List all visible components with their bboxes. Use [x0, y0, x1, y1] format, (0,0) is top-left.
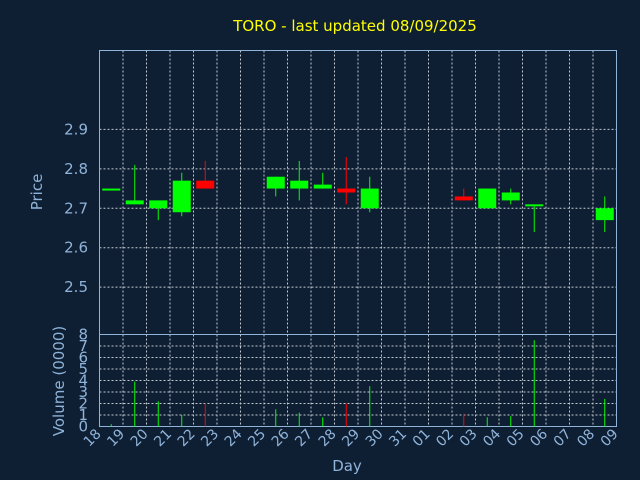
volume-tick-label: 5 [78, 360, 88, 378]
volume-tick-label: 8 [78, 326, 88, 344]
x-tick-label: 29 [339, 426, 363, 450]
volume-bars [110, 340, 606, 427]
x-tick-label: 23 [198, 426, 222, 450]
x-tick-label: 26 [269, 426, 293, 450]
volume-axis-label: Volume (0000) [50, 326, 68, 436]
candle-body [478, 188, 497, 209]
candle-body [102, 188, 121, 191]
x-tick-label: 01 [410, 426, 434, 450]
candle-body [266, 176, 285, 189]
price-tick-label: 2.6 [64, 239, 88, 257]
candle-body [595, 208, 614, 221]
x-tick-label: 25 [245, 426, 269, 450]
volume-tick-label: 4 [78, 372, 88, 390]
price-axis-label: Price [28, 174, 46, 211]
x-tick-label: 03 [457, 426, 481, 450]
price-tick-label: 2.5 [64, 278, 88, 296]
volume-tick-label: 2 [78, 395, 88, 413]
x-tick-label: 27 [292, 426, 316, 450]
candle-body [454, 196, 473, 201]
x-tick-label: 24 [222, 426, 246, 450]
x-tick-label: 21 [151, 426, 175, 450]
volume-tick-label: 0 [78, 418, 88, 436]
candle-body [501, 192, 520, 201]
x-tick-label: 04 [480, 426, 504, 450]
volume-tick-label: 3 [78, 383, 88, 401]
candle-body [290, 180, 309, 189]
volume-tick-label: 1 [78, 406, 88, 424]
volume-tick-label: 6 [78, 349, 88, 367]
candle-body [525, 204, 544, 207]
x-tick-label: 07 [551, 426, 575, 450]
grid [99, 50, 617, 427]
chart-title: TORO - last updated 08/09/2025 [232, 17, 477, 35]
candle-body [360, 188, 379, 209]
x-tick-label: 05 [504, 426, 528, 450]
price-tick-label: 2.7 [64, 199, 88, 217]
x-tick-label: 08 [574, 426, 598, 450]
x-tick-label: 30 [363, 426, 387, 450]
price-tick-label: 2.9 [64, 120, 88, 138]
candle-body [172, 180, 191, 213]
volume-tick-label: 7 [78, 337, 88, 355]
x-axis-label: Day [332, 457, 362, 475]
candle-body [313, 184, 332, 189]
candles [102, 157, 614, 232]
candle-body [337, 188, 356, 193]
price-tick-label: 2.8 [64, 160, 88, 178]
x-tick-label: 06 [527, 426, 551, 450]
x-tick-label: 09 [598, 426, 622, 450]
axis-ticks: 18 19 20 21 22 23 24 25 26 27 28 29 30 31 01 02 03 04 05 06… [64, 120, 621, 450]
candle-body [149, 200, 168, 209]
x-tick-label: 31 [386, 426, 410, 450]
volume-panel-frame [99, 334, 617, 427]
x-tick-label: 02 [433, 426, 457, 450]
x-tick-label: 22 [175, 426, 199, 450]
x-tick-label: 28 [316, 426, 340, 450]
x-tick-label: 20 [128, 426, 152, 450]
candle-body [125, 200, 144, 205]
x-tick-label: 19 [104, 426, 128, 450]
candle-body [196, 180, 215, 189]
